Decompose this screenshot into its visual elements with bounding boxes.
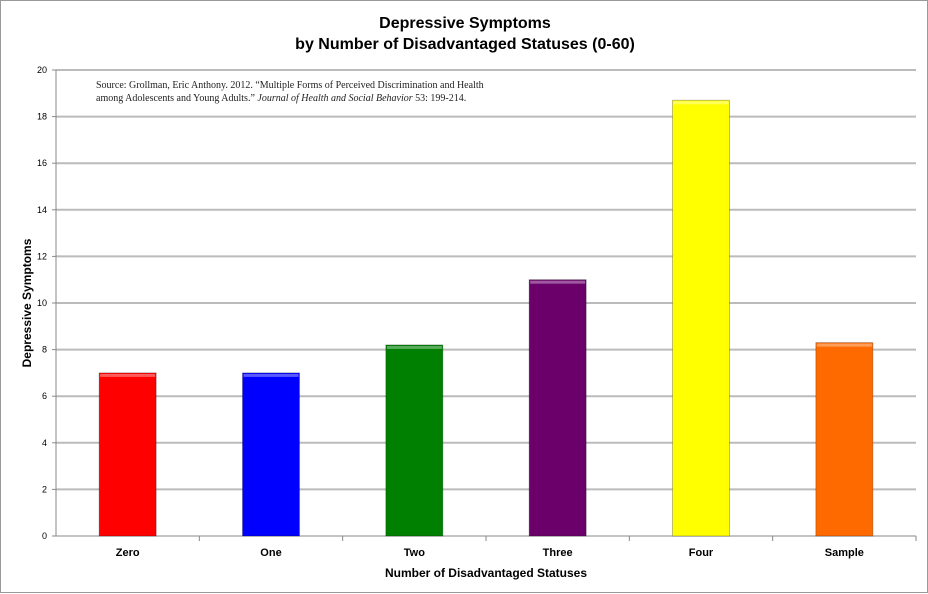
x-tick-label: Sample [825, 547, 864, 559]
y-tick-label: 4 [42, 438, 47, 448]
y-tick-label: 8 [42, 345, 47, 355]
y-tick-label: 20 [37, 65, 47, 75]
journal-name: Journal of Health and Social Behavior [257, 93, 413, 104]
bar-one [242, 372, 300, 537]
x-axis-label: Number of Disadvantaged Statuses [385, 566, 587, 580]
bar-sample [815, 342, 874, 537]
x-tick-label: One [260, 547, 281, 559]
source-line-1: Source: Grollman, Eric Anthony. 2012. “M… [96, 80, 484, 91]
bar-three [528, 279, 587, 537]
bar-highlight [243, 373, 299, 377]
bar-highlight [530, 280, 586, 284]
y-tick-label: 16 [37, 158, 47, 168]
y-tick-label: 0 [42, 531, 47, 541]
x-tick-label: Four [689, 547, 714, 559]
y-tick-label: 6 [42, 391, 47, 401]
y-tick-label: 12 [37, 251, 47, 261]
source-line-2: among Adolescents and Young Adults.” Jou… [96, 92, 484, 105]
bar-two [385, 344, 444, 537]
source-pages: 53: 199-214. [412, 93, 467, 104]
y-tick-label: 18 [37, 112, 47, 122]
bar-four [672, 99, 730, 537]
bar-zero [98, 372, 157, 537]
y-axis-label: Depressive Symptoms [20, 238, 34, 367]
x-tick-label: Two [404, 547, 425, 559]
bar-highlight [386, 345, 442, 349]
source-annotation: Source: Grollman, Eric Anthony. 2012. “M… [96, 79, 484, 105]
subtitle-line: by Number of Disadvantaged Statuses (0-6… [295, 36, 635, 53]
y-tick-label: 10 [37, 298, 47, 308]
y-tick-label: 2 [42, 484, 47, 494]
bar-highlight [816, 343, 872, 347]
x-tick-label: Three [543, 547, 573, 559]
x-tick-label: Zero [116, 547, 140, 559]
y-tick-label: 14 [37, 205, 47, 215]
source-text: among Adolescents and Young Adults.” [96, 93, 258, 104]
bar-highlight [673, 101, 729, 105]
chart-title: Depressive Symptoms by Number of Disadva… [1, 13, 928, 55]
bar-highlight [100, 373, 156, 377]
title-line: Depressive Symptoms [379, 15, 551, 32]
